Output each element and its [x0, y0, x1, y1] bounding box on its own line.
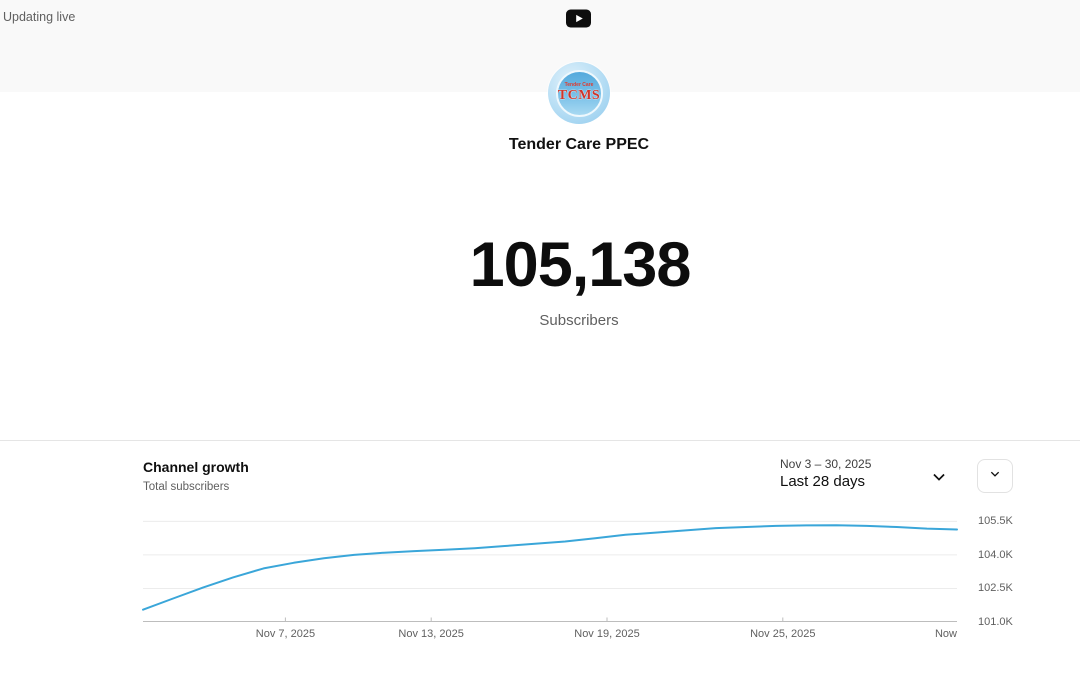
channel-avatar-art: Tender Care TCMS — [555, 69, 603, 117]
collapse-panel-button[interactable] — [977, 459, 1013, 493]
date-range-text: Nov 3 – 30, 2025 — [780, 457, 872, 471]
section-divider — [0, 440, 1080, 441]
date-range-period: Last 28 days — [780, 473, 866, 490]
chart-x-axis-labels: Nov 7, 2025 Nov 13, 2025 Nov 19, 2025 Nov 2… — [143, 628, 957, 642]
date-range-selector[interactable]: Nov 3 – 30, 2025 Last 28 days — [780, 457, 871, 491]
chart-subtitle: Total subscribers — [143, 481, 230, 493]
y-axis-tick-label: 102.5K — [978, 582, 1013, 595]
youtube-logo-icon[interactable] — [566, 9, 592, 28]
y-axis-tick-label: 104.0K — [978, 548, 1013, 561]
subscriber-growth-chart[interactable] — [142, 508, 958, 622]
y-axis-tick-label: 105.5K — [978, 515, 1013, 528]
chevron-down-icon[interactable] — [928, 466, 950, 488]
updating-live-status: Updating live — [3, 10, 76, 24]
chevron-down-icon — [987, 466, 1003, 487]
subscriber-count: 105,138 — [469, 230, 692, 300]
x-axis-tick-label: Nov 19, 2025 — [574, 628, 640, 640]
x-axis-tick-label: Nov 13, 2025 — [398, 628, 464, 640]
avatar-brand-big-text: TCMS — [557, 88, 601, 103]
x-axis-tick-label: Nov 25, 2025 — [750, 628, 816, 640]
top-status-bar: Updating live — [0, 0, 1080, 92]
chart-title: Channel growth — [143, 459, 249, 475]
subscriber-count-label: Subscribers — [539, 312, 619, 329]
avatar-brand-small-text: Tender Care — [564, 82, 594, 88]
x-axis-tick-label: Nov 7, 2025 — [255, 628, 316, 640]
x-axis-tick-label: Now — [934, 628, 958, 640]
growth-line-chart-canvas — [142, 520, 958, 622]
chart-y-axis-labels: 105.5K 104.0K 102.5K 101.0K — [978, 508, 1038, 628]
channel-name: Tender Care PPEC — [508, 136, 650, 153]
channel-avatar[interactable]: Tender Care TCMS — [548, 62, 610, 124]
y-axis-tick-label: 101.0K — [978, 616, 1013, 628]
